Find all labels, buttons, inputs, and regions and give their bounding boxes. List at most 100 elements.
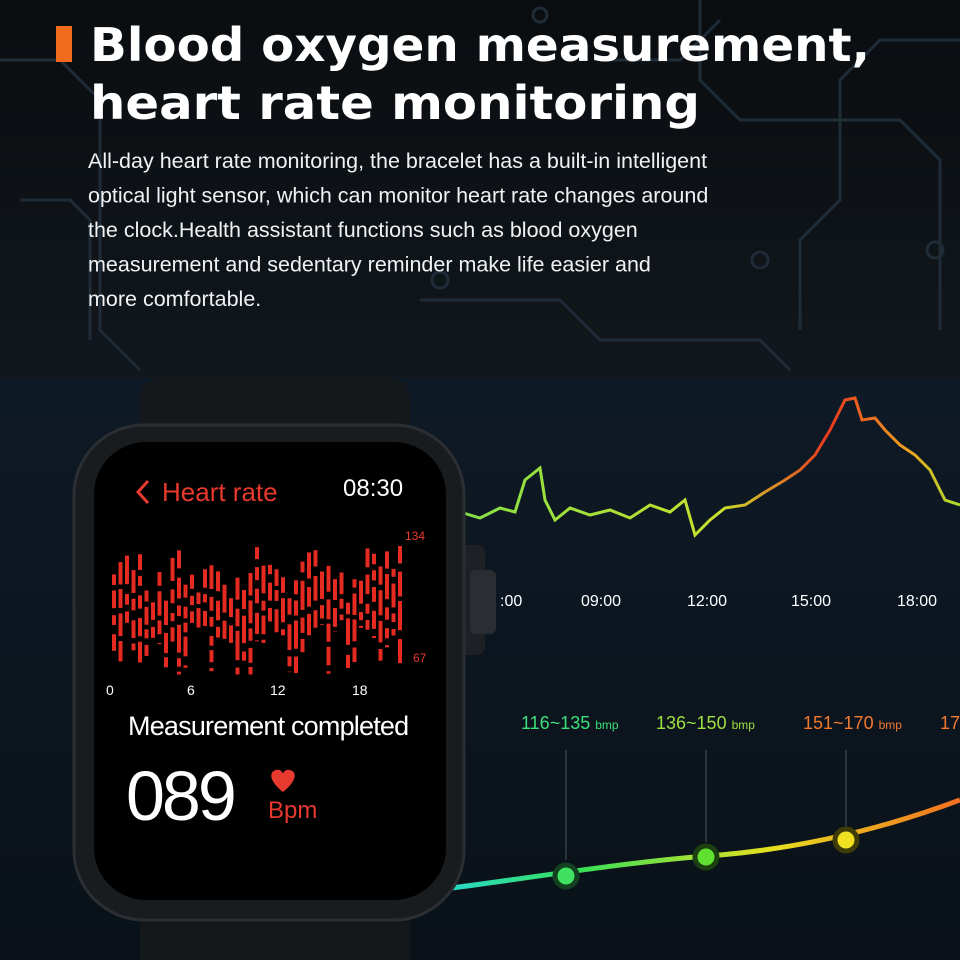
hr-bar-segment — [281, 629, 285, 636]
time-label: 12:00 — [687, 593, 727, 610]
hr-bar-segment — [391, 629, 396, 636]
trend-line — [429, 396, 960, 538]
hr-bar-segment — [209, 596, 214, 611]
hr-bar-segment — [372, 570, 376, 581]
description-line: All-day heart rate monitoring, the brace… — [88, 149, 707, 173]
hr-bar-segment — [170, 627, 175, 642]
zone-label: 116~135 bmp — [521, 713, 619, 733]
title-line: heart rate monitoring — [90, 76, 700, 130]
hr-bar-segment — [157, 591, 162, 616]
hr-bar-segment — [138, 641, 142, 663]
hr-bar-segment — [118, 588, 123, 608]
hr-bar-segment — [242, 590, 246, 610]
zone-range: 116~135 — [521, 713, 590, 733]
back-icon — [135, 479, 150, 505]
hr-bar-segment — [378, 590, 383, 616]
hr-bar-segment — [300, 561, 305, 573]
reading: 089 — [126, 757, 234, 835]
graph-hour: 18 — [352, 682, 368, 698]
hr-bar-segment — [294, 600, 298, 616]
hr-bar-segment — [274, 609, 279, 633]
hr-bar-segment — [261, 615, 266, 635]
hr-bar-segment — [320, 571, 324, 600]
hr-bar-segment — [112, 590, 116, 609]
hr-bar-segment — [144, 606, 149, 625]
hr-bar-segment — [385, 607, 389, 620]
hr-bar-segment — [235, 630, 240, 661]
circuit — [0, 0, 960, 372]
hr-bar-segment — [177, 671, 181, 675]
hr-bar-segment — [112, 634, 116, 651]
graph-min: 67 — [413, 651, 427, 665]
title-accent — [56, 26, 72, 62]
hr-bar-segment — [170, 557, 175, 581]
hr-bar-segment — [177, 550, 181, 569]
status: Measurement completed — [128, 711, 408, 741]
hr-bar-segment — [307, 613, 311, 636]
heart-icon — [271, 769, 295, 792]
hr-bar-segment — [151, 626, 155, 638]
hr-bar-segment — [359, 611, 363, 621]
hr-bar-segment — [177, 577, 181, 599]
watch — [72, 378, 496, 960]
hr-bar-segment — [170, 589, 175, 604]
hr-bar-segment — [216, 571, 220, 592]
hr-bar-segment — [352, 647, 357, 663]
description-line: optical light sensor, which can monitor … — [88, 184, 708, 208]
time-label: :00 — [500, 593, 522, 610]
hr-bar-segment — [261, 565, 266, 594]
hr-bar-segment — [229, 598, 233, 618]
unit: Bpm — [268, 797, 317, 824]
hr-bar-segment — [131, 620, 136, 639]
hr-bar-segment — [248, 628, 253, 641]
zone-range: 17 — [940, 713, 960, 733]
hr-bar-segment — [242, 651, 246, 661]
hr-bar-segment — [320, 624, 324, 625]
graph-hour: 6 — [187, 682, 195, 698]
hr-bar-segment — [300, 638, 305, 653]
hr-bar-segment — [365, 603, 370, 614]
hr-bar-segment — [118, 613, 123, 637]
hr-bar-segment — [144, 590, 149, 602]
hr-bar-segment — [391, 583, 396, 608]
hr-bar-segment — [268, 582, 272, 601]
hr-bar-segment — [294, 620, 298, 649]
description: All-day heart rate monitoring, the brace… — [88, 149, 708, 311]
graph-hour: 12 — [270, 682, 286, 698]
graph-max: 134 — [405, 529, 425, 543]
hr-bar-segment — [144, 629, 149, 639]
hr-bar-segment — [281, 577, 285, 593]
hr-bar-segment — [372, 635, 376, 639]
hr-bar-segment — [164, 632, 168, 654]
hr-bar-segment — [183, 636, 188, 657]
hr-bar-segment — [326, 646, 331, 666]
zone-range: 151~170 — [803, 713, 874, 733]
hr-bar-segment — [164, 657, 168, 668]
hr-bar-segment — [203, 610, 207, 626]
hr-bar-segment — [138, 554, 142, 570]
hr-bar-segment — [131, 643, 136, 651]
time-label: 18:00 — [897, 593, 937, 610]
hr-bar-segment — [125, 555, 129, 585]
zone-unit: bmp — [732, 718, 756, 732]
hr-bar-segment — [209, 635, 214, 646]
hr-bar-segment — [268, 564, 272, 575]
hr-bar-segment — [300, 580, 305, 610]
hr-bar-segment — [307, 552, 311, 579]
zone-range: 136~150 — [656, 713, 727, 733]
hr-bar-segment — [320, 605, 324, 619]
hr-bar-segment — [274, 569, 279, 586]
hr-bar-segment — [209, 668, 214, 672]
hr-bar-segment — [261, 600, 266, 611]
hr-bar-segment — [157, 572, 162, 586]
hr-bar-segment — [203, 594, 207, 603]
hr-bar-segment — [281, 598, 285, 623]
hr-bar-segment — [222, 620, 227, 639]
hr-bar-segment — [326, 599, 331, 620]
hr-bar-segment — [339, 614, 344, 621]
screen-title: Heart rate — [162, 477, 278, 507]
hr-bar-segment — [118, 641, 123, 662]
hr-bar-segment — [216, 600, 220, 621]
